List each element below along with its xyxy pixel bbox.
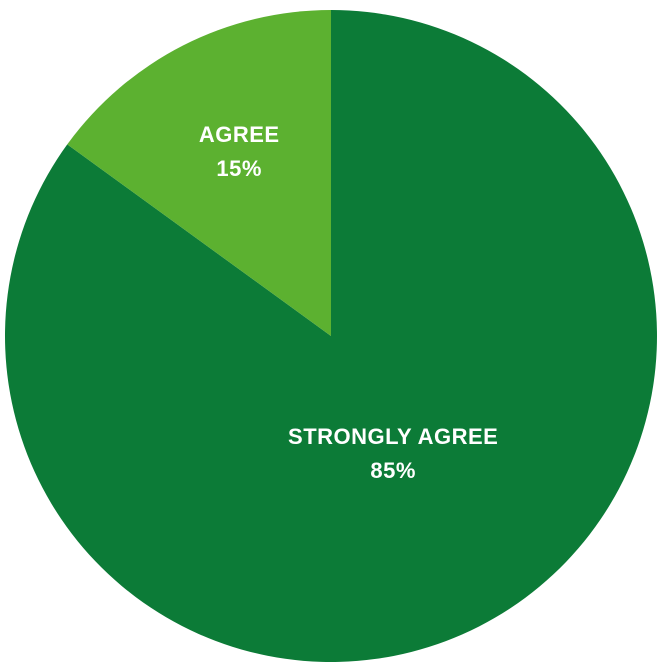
slice-value-strongly-agree: 85% [370, 458, 416, 483]
pie-slice-agree [67, 10, 331, 336]
slice-label-strongly-agree: STRONGLY AGREE [288, 424, 498, 449]
slice-label-agree: AGREE [199, 122, 280, 147]
pie-slice-strongly-agree [4, 10, 657, 662]
pie-slices [4, 10, 657, 662]
slice-value-agree: 15% [216, 156, 262, 181]
pie-labels: STRONGLY AGREE 85% AGREE 15% [199, 122, 498, 483]
